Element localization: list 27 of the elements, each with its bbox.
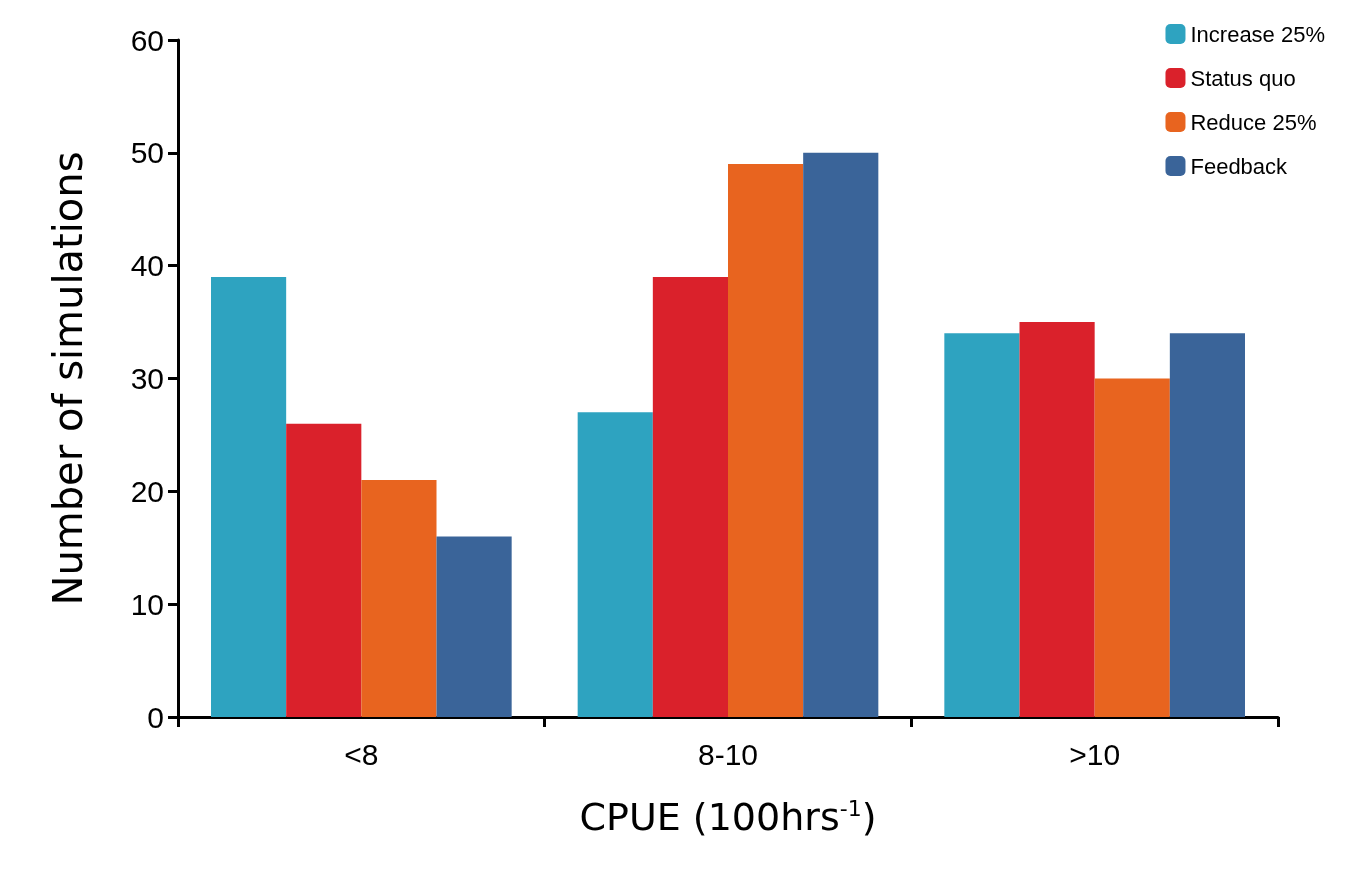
- bar: [1169, 333, 1245, 717]
- bar: [944, 333, 1020, 717]
- bar: [286, 423, 362, 717]
- y-tick-label: 40: [130, 249, 164, 283]
- bar: [1094, 378, 1170, 717]
- legend-label: Feedback: [1190, 153, 1289, 179]
- bar: [211, 276, 287, 717]
- y-tick-label: 20: [130, 474, 164, 508]
- legend-label: Increase 25%: [1190, 21, 1326, 47]
- y-tick-label: 50: [130, 136, 164, 170]
- bar: [577, 412, 653, 717]
- x-tick-label: <8: [344, 737, 379, 771]
- bar: [361, 480, 437, 717]
- x-tick-label: >10: [1069, 737, 1121, 771]
- y-axis-title: Number of simulations: [45, 151, 91, 606]
- legend-label: Reduce 25%: [1190, 109, 1317, 135]
- bar: [728, 164, 804, 717]
- bar: [803, 152, 879, 717]
- bar: [436, 536, 512, 717]
- x-tick-label: 8-10: [697, 737, 759, 771]
- legend-label: Status quo: [1190, 65, 1296, 91]
- bar: [1019, 322, 1095, 717]
- y-tick-label: 0: [147, 700, 164, 734]
- y-tick-label: 60: [130, 23, 164, 57]
- y-tick-label: 30: [130, 362, 164, 395]
- y-tick-label: 10: [130, 587, 164, 621]
- bar: [652, 276, 728, 717]
